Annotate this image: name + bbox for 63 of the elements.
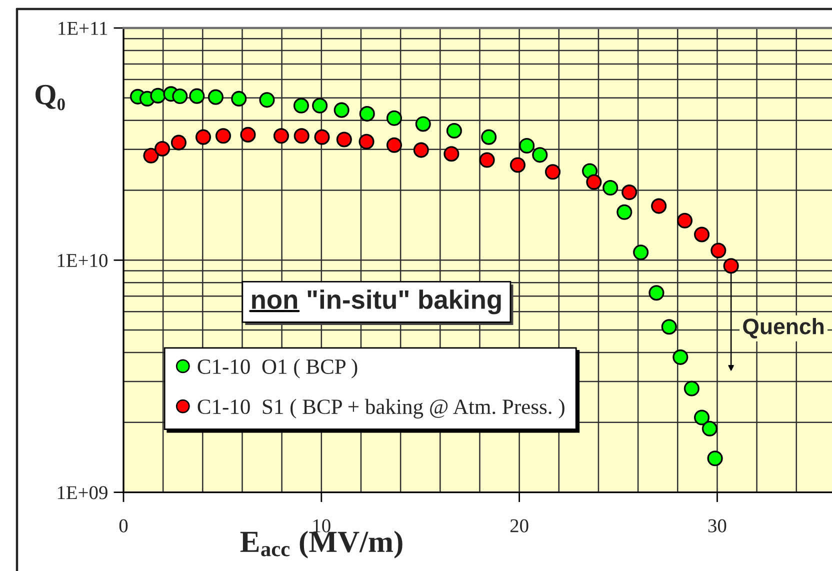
point (336, 132, 352, 148)
annotation: non "in-situ" baking (252, 290, 501, 314)
point (586, 174, 602, 190)
x-tick-label: 20 (510, 519, 528, 532)
point (694, 226, 710, 242)
point (602, 180, 618, 196)
point (334, 102, 350, 118)
point (294, 128, 310, 144)
point (544, 164, 561, 180)
point (684, 380, 700, 396)
point (723, 258, 739, 274)
point (707, 450, 723, 466)
point (208, 89, 224, 105)
y-tick-label: 1E+09 (58, 486, 108, 500)
point (195, 129, 212, 145)
x-tick-label: 30 (708, 519, 726, 532)
point (481, 129, 497, 145)
point (293, 98, 309, 114)
point (519, 138, 535, 154)
point (189, 88, 205, 104)
point (172, 88, 188, 104)
point (622, 184, 638, 200)
point (150, 88, 166, 104)
point (170, 134, 186, 150)
x-tick-label: 10 (313, 519, 330, 532)
point (510, 157, 526, 173)
legend-label: C1-10 S1 ( BCP + baking @ Atm. Press. ) (198, 398, 564, 418)
point (143, 148, 159, 164)
legend-label: C1-10 O1 ( BCP ) (198, 358, 358, 378)
x-axis-title: E$_{acc}$ (MV/m) (240, 530, 402, 558)
y-tick-label: 1E+11 (58, 22, 108, 35)
point (479, 152, 495, 168)
point (710, 242, 726, 258)
point (651, 198, 667, 214)
annotation: Quench (743, 318, 824, 338)
point (240, 126, 256, 142)
point (386, 137, 402, 153)
y-tick-label: 1E+10 (58, 254, 108, 268)
point (413, 142, 429, 158)
point (532, 147, 548, 163)
y-axis-title: Q₀ (36, 84, 65, 110)
point (616, 204, 632, 220)
point (672, 349, 688, 365)
point (312, 98, 328, 114)
point (661, 319, 677, 335)
point (648, 285, 664, 301)
point (314, 129, 330, 145)
point (415, 116, 431, 132)
point (633, 244, 649, 260)
point (273, 128, 290, 144)
point (444, 146, 460, 162)
point (231, 90, 247, 106)
point (358, 134, 374, 150)
point (694, 410, 710, 426)
point (702, 420, 718, 436)
point (676, 212, 693, 228)
x-tick-label: 0 (119, 519, 128, 532)
point (386, 110, 402, 126)
point (359, 106, 375, 122)
point (259, 92, 275, 108)
point (154, 140, 170, 156)
point (446, 122, 462, 139)
point (215, 128, 232, 144)
